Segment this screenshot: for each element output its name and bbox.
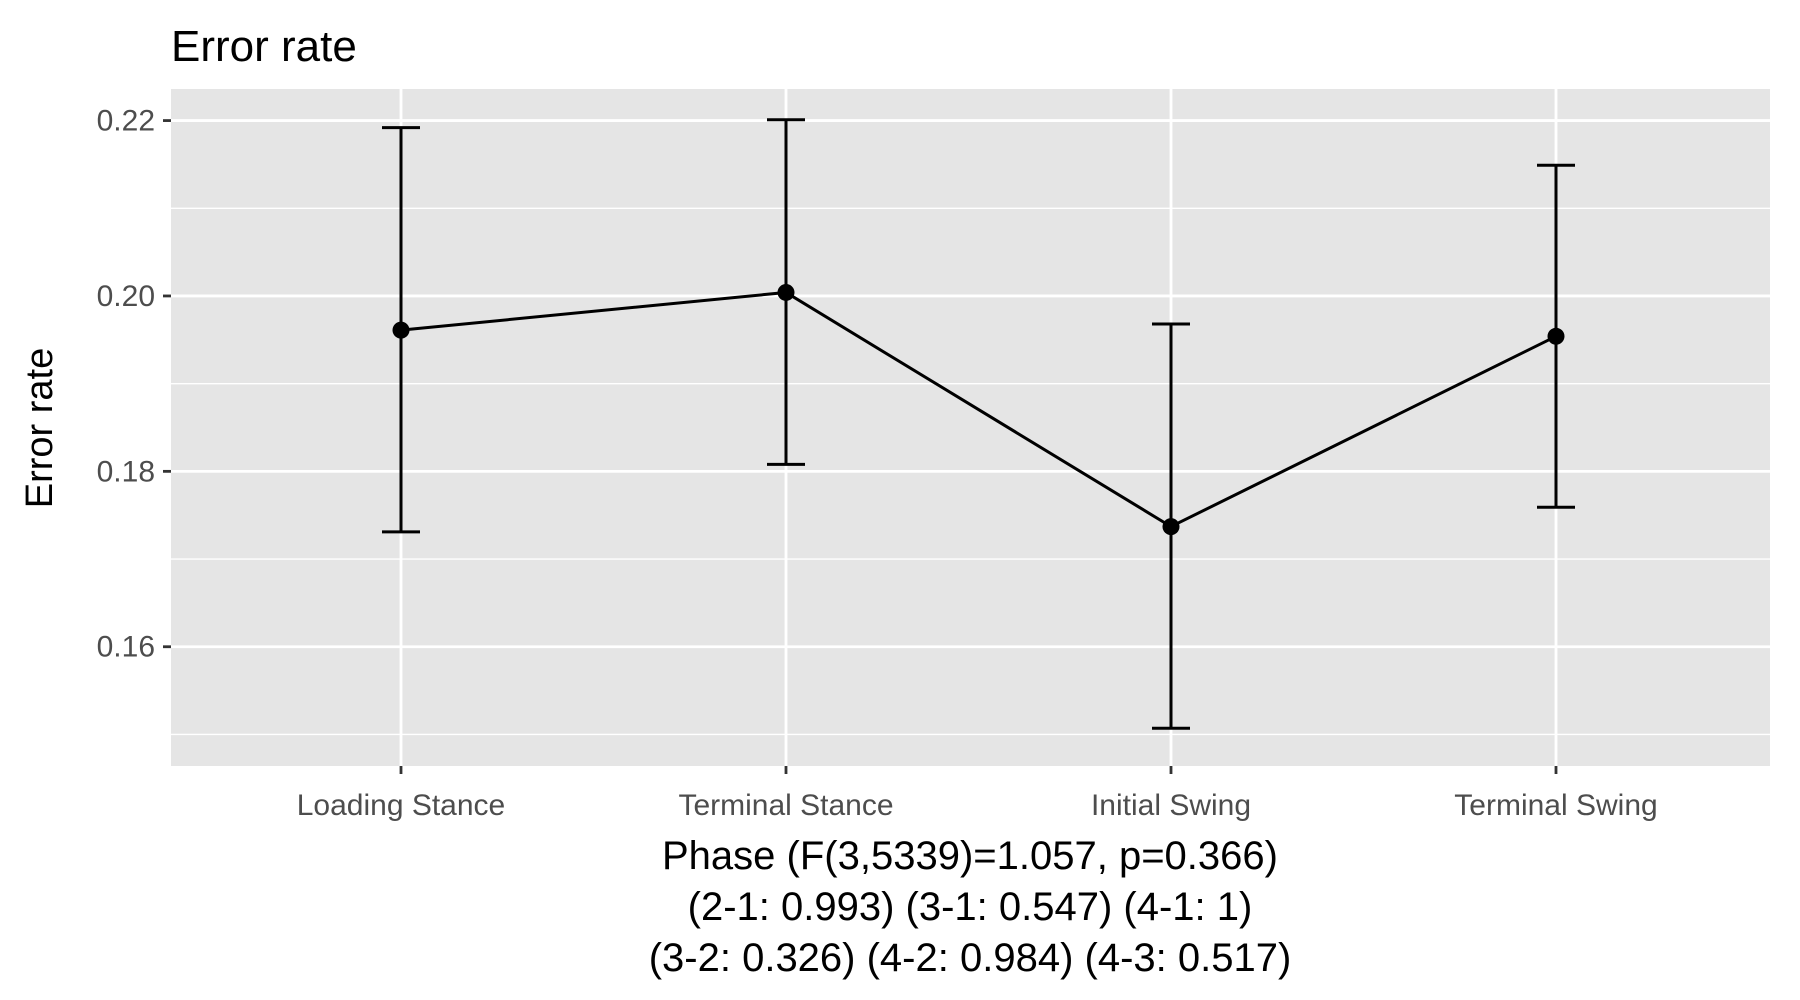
y-tick-label: 0.20 — [97, 280, 155, 313]
x-axis: Loading Stance Terminal Stance Initial Swi… — [297, 766, 1658, 822]
x-tick-label: Terminal Swing — [1454, 789, 1657, 822]
x-tick-label: Loading Stance — [297, 789, 506, 822]
y-tick-label: 0.18 — [97, 455, 155, 488]
x-axis-title-line-3: (3-2: 0.326) (4-2: 0.984) (4-3: 0.517) — [649, 936, 1292, 980]
data-point — [1547, 327, 1565, 345]
data-points — [392, 283, 1565, 536]
minor-gridlines — [171, 207, 1770, 736]
x-axis-title: Phase (F(3,5339)=1.057, p=0.366) (2-1: 0… — [649, 834, 1292, 980]
y-tick-label: 0.22 — [97, 105, 155, 138]
y-axis: 0.16 0.18 0.20 0.22 — [97, 105, 171, 664]
y-tick-label: 0.16 — [97, 631, 155, 664]
data-point — [777, 283, 795, 301]
plot-panel — [171, 89, 1770, 766]
y-axis-title: Error rate — [19, 348, 61, 508]
x-tick-label: Terminal Stance — [678, 789, 893, 822]
series-polyline — [400, 290, 1557, 529]
data-point — [1162, 518, 1180, 536]
data-point — [392, 321, 410, 339]
x-tick-label: Initial Swing — [1091, 789, 1251, 822]
chart-title: Error rate — [171, 22, 357, 71]
x-axis-title-line-1: Phase (F(3,5339)=1.057, p=0.366) — [662, 834, 1278, 878]
x-axis-title-line-2: (2-1: 0.993) (3-1: 0.547) (4-1: 1) — [688, 885, 1253, 929]
series-line — [400, 290, 1557, 529]
